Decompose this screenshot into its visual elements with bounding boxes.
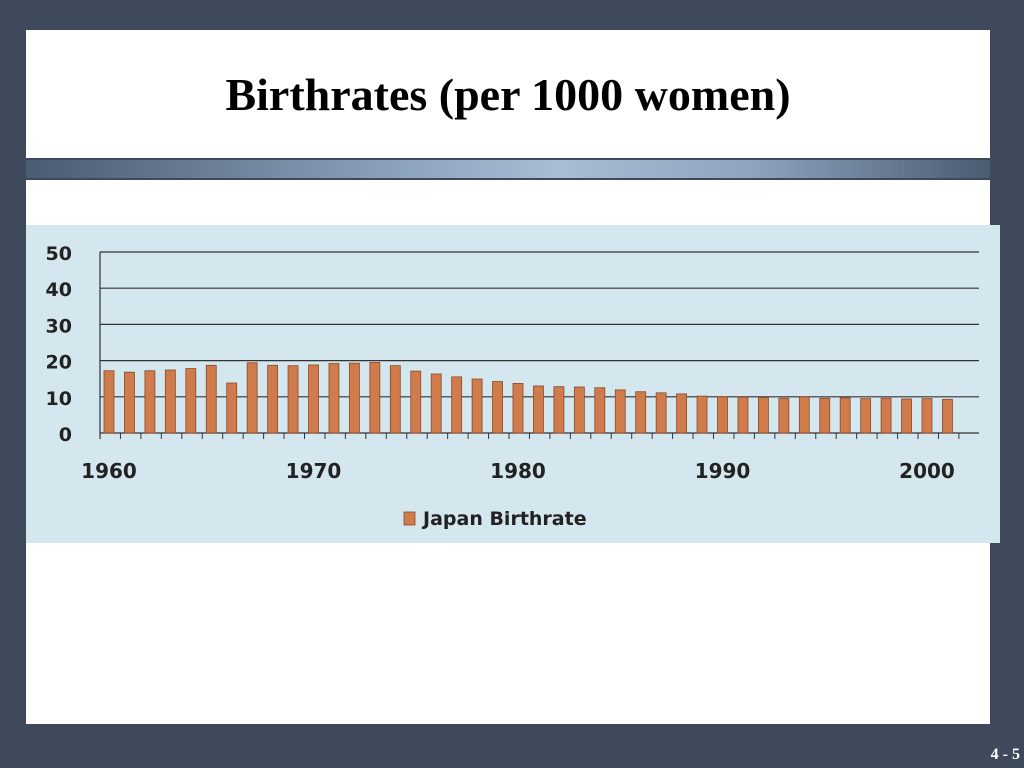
bar-1965	[205, 364, 217, 434]
bar-1995	[819, 397, 831, 434]
bar-1982	[553, 386, 565, 434]
x-tick-label: 1990	[695, 459, 751, 483]
y-tick-label: 10	[46, 388, 72, 410]
bar-1976	[430, 373, 442, 434]
y-tick-label: 50	[46, 243, 72, 265]
y-tick-label: 20	[46, 352, 72, 374]
x-tick-label: 1970	[286, 459, 342, 483]
bar-1991	[737, 396, 749, 434]
bar-1962	[144, 370, 156, 434]
bar-1979	[492, 381, 503, 434]
y-tick-label: 40	[46, 279, 72, 301]
bar-1992	[758, 397, 769, 434]
title-box: Birthrates (per 1000 women)	[26, 30, 990, 158]
bar-1970	[308, 364, 319, 434]
bar-1966	[226, 382, 238, 434]
bar-1978	[471, 378, 483, 434]
bar-1993	[778, 397, 790, 434]
bar-1986	[635, 391, 647, 434]
chart-panel: 0 10 20 30 40 50 1960 1970 1980 1990 2000 Japan Bir…	[26, 225, 1000, 543]
bar-1974	[389, 365, 401, 434]
x-tick-label: 1960	[81, 459, 137, 483]
birthrate-chart: 0 10 20 30 40 50 1960 1970 1980 1990 2000 Japan Bir…	[46, 243, 979, 530]
slide-title: Birthrates (per 1000 women)	[225, 68, 791, 120]
bar-1997	[860, 398, 872, 434]
x-tick-label: 1980	[490, 459, 546, 483]
bar-1987	[655, 392, 667, 434]
bar-1998	[880, 397, 892, 434]
y-tick-label: 0	[59, 424, 72, 446]
bar-1988	[676, 393, 687, 434]
slide-number: 4 - 5	[990, 746, 1020, 763]
bar-1972	[348, 362, 360, 434]
title-divider	[26, 160, 990, 178]
bar-1980	[512, 383, 524, 434]
bar-1969	[287, 365, 299, 434]
bar-1984	[594, 387, 606, 434]
bar-1994	[798, 396, 810, 434]
bar-2001	[942, 398, 953, 434]
bar-1977	[451, 376, 463, 434]
bar-1985	[614, 389, 626, 434]
legend-label: Japan Birthrate	[421, 508, 587, 530]
bar-1964	[185, 368, 197, 434]
bar-1981	[533, 385, 544, 434]
bar-1990	[717, 396, 728, 434]
bar-1960	[103, 370, 115, 434]
x-tick-label: 2000	[899, 459, 955, 483]
bar-1975	[410, 370, 422, 434]
bar-1989	[696, 395, 708, 434]
bar-1968	[267, 364, 279, 434]
bar-1999	[901, 398, 912, 434]
bar-1973	[369, 362, 381, 434]
bar-1971	[328, 363, 340, 434]
bar-2000	[921, 398, 933, 434]
bar-1967	[246, 362, 258, 434]
bar-1963	[164, 369, 176, 434]
bar-1961	[124, 371, 135, 434]
bar-1983	[573, 386, 585, 434]
y-tick-label: 30	[46, 315, 72, 337]
legend-swatch	[403, 511, 416, 526]
bar-1996	[839, 397, 851, 434]
